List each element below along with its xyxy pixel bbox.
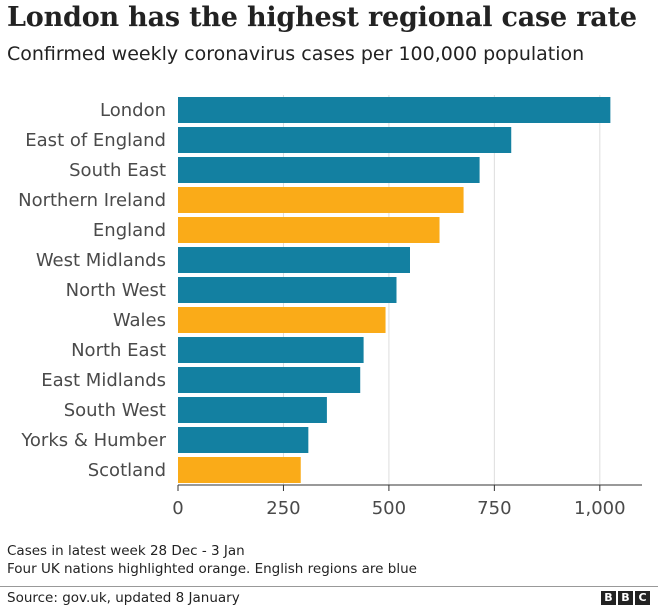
category-label: England bbox=[93, 220, 166, 241]
bar-chart: London East of England South East Northern … bbox=[18, 95, 642, 519]
category-label: West Midlands bbox=[36, 250, 166, 271]
bbc-logo-letter: B bbox=[618, 591, 633, 605]
category-label: North West bbox=[66, 280, 166, 301]
bar bbox=[178, 337, 364, 363]
category-label: North East bbox=[71, 340, 166, 361]
bar bbox=[178, 187, 464, 213]
bar bbox=[178, 127, 512, 153]
category-label: Scotland bbox=[88, 460, 166, 481]
category-label: London bbox=[100, 100, 166, 121]
x-tick-label: 1,000 bbox=[574, 498, 626, 519]
bar bbox=[178, 277, 397, 303]
x-tick-label: 250 bbox=[266, 498, 300, 519]
bar bbox=[178, 217, 440, 243]
bar bbox=[178, 247, 410, 273]
x-tick-label: 500 bbox=[372, 498, 406, 519]
bbc-logo: B B C bbox=[601, 591, 650, 605]
bar bbox=[178, 367, 361, 393]
bar bbox=[178, 157, 480, 183]
chart-subtitle: Confirmed weekly coronavirus cases per 1… bbox=[7, 43, 585, 65]
bar bbox=[178, 97, 611, 123]
source-text: Source: gov.uk, updated 8 January bbox=[7, 590, 240, 606]
category-label: East Midlands bbox=[41, 370, 166, 391]
category-label: Yorks & Humber bbox=[20, 430, 166, 451]
bar bbox=[178, 397, 327, 423]
category-label: Northern Ireland bbox=[18, 190, 166, 211]
category-label: Wales bbox=[113, 310, 166, 331]
bar bbox=[178, 307, 386, 333]
x-tick-label: 0 bbox=[172, 498, 183, 519]
bar bbox=[178, 427, 309, 453]
category-label: South East bbox=[69, 160, 166, 181]
x-tick-label: 750 bbox=[477, 498, 511, 519]
category-label: East of England bbox=[25, 130, 166, 151]
bar bbox=[178, 457, 301, 483]
bbc-logo-letter: C bbox=[635, 591, 650, 605]
chart-title: London has the highest regional case rat… bbox=[7, 2, 637, 33]
chart-note-dates: Cases in latest week 28 Dec - 3 Jan bbox=[7, 543, 245, 559]
chart-note-colors: Four UK nations highlighted orange. Engl… bbox=[7, 561, 417, 577]
footer-divider bbox=[0, 586, 658, 587]
bbc-logo-letter: B bbox=[601, 591, 616, 605]
category-label: South West bbox=[64, 400, 166, 421]
